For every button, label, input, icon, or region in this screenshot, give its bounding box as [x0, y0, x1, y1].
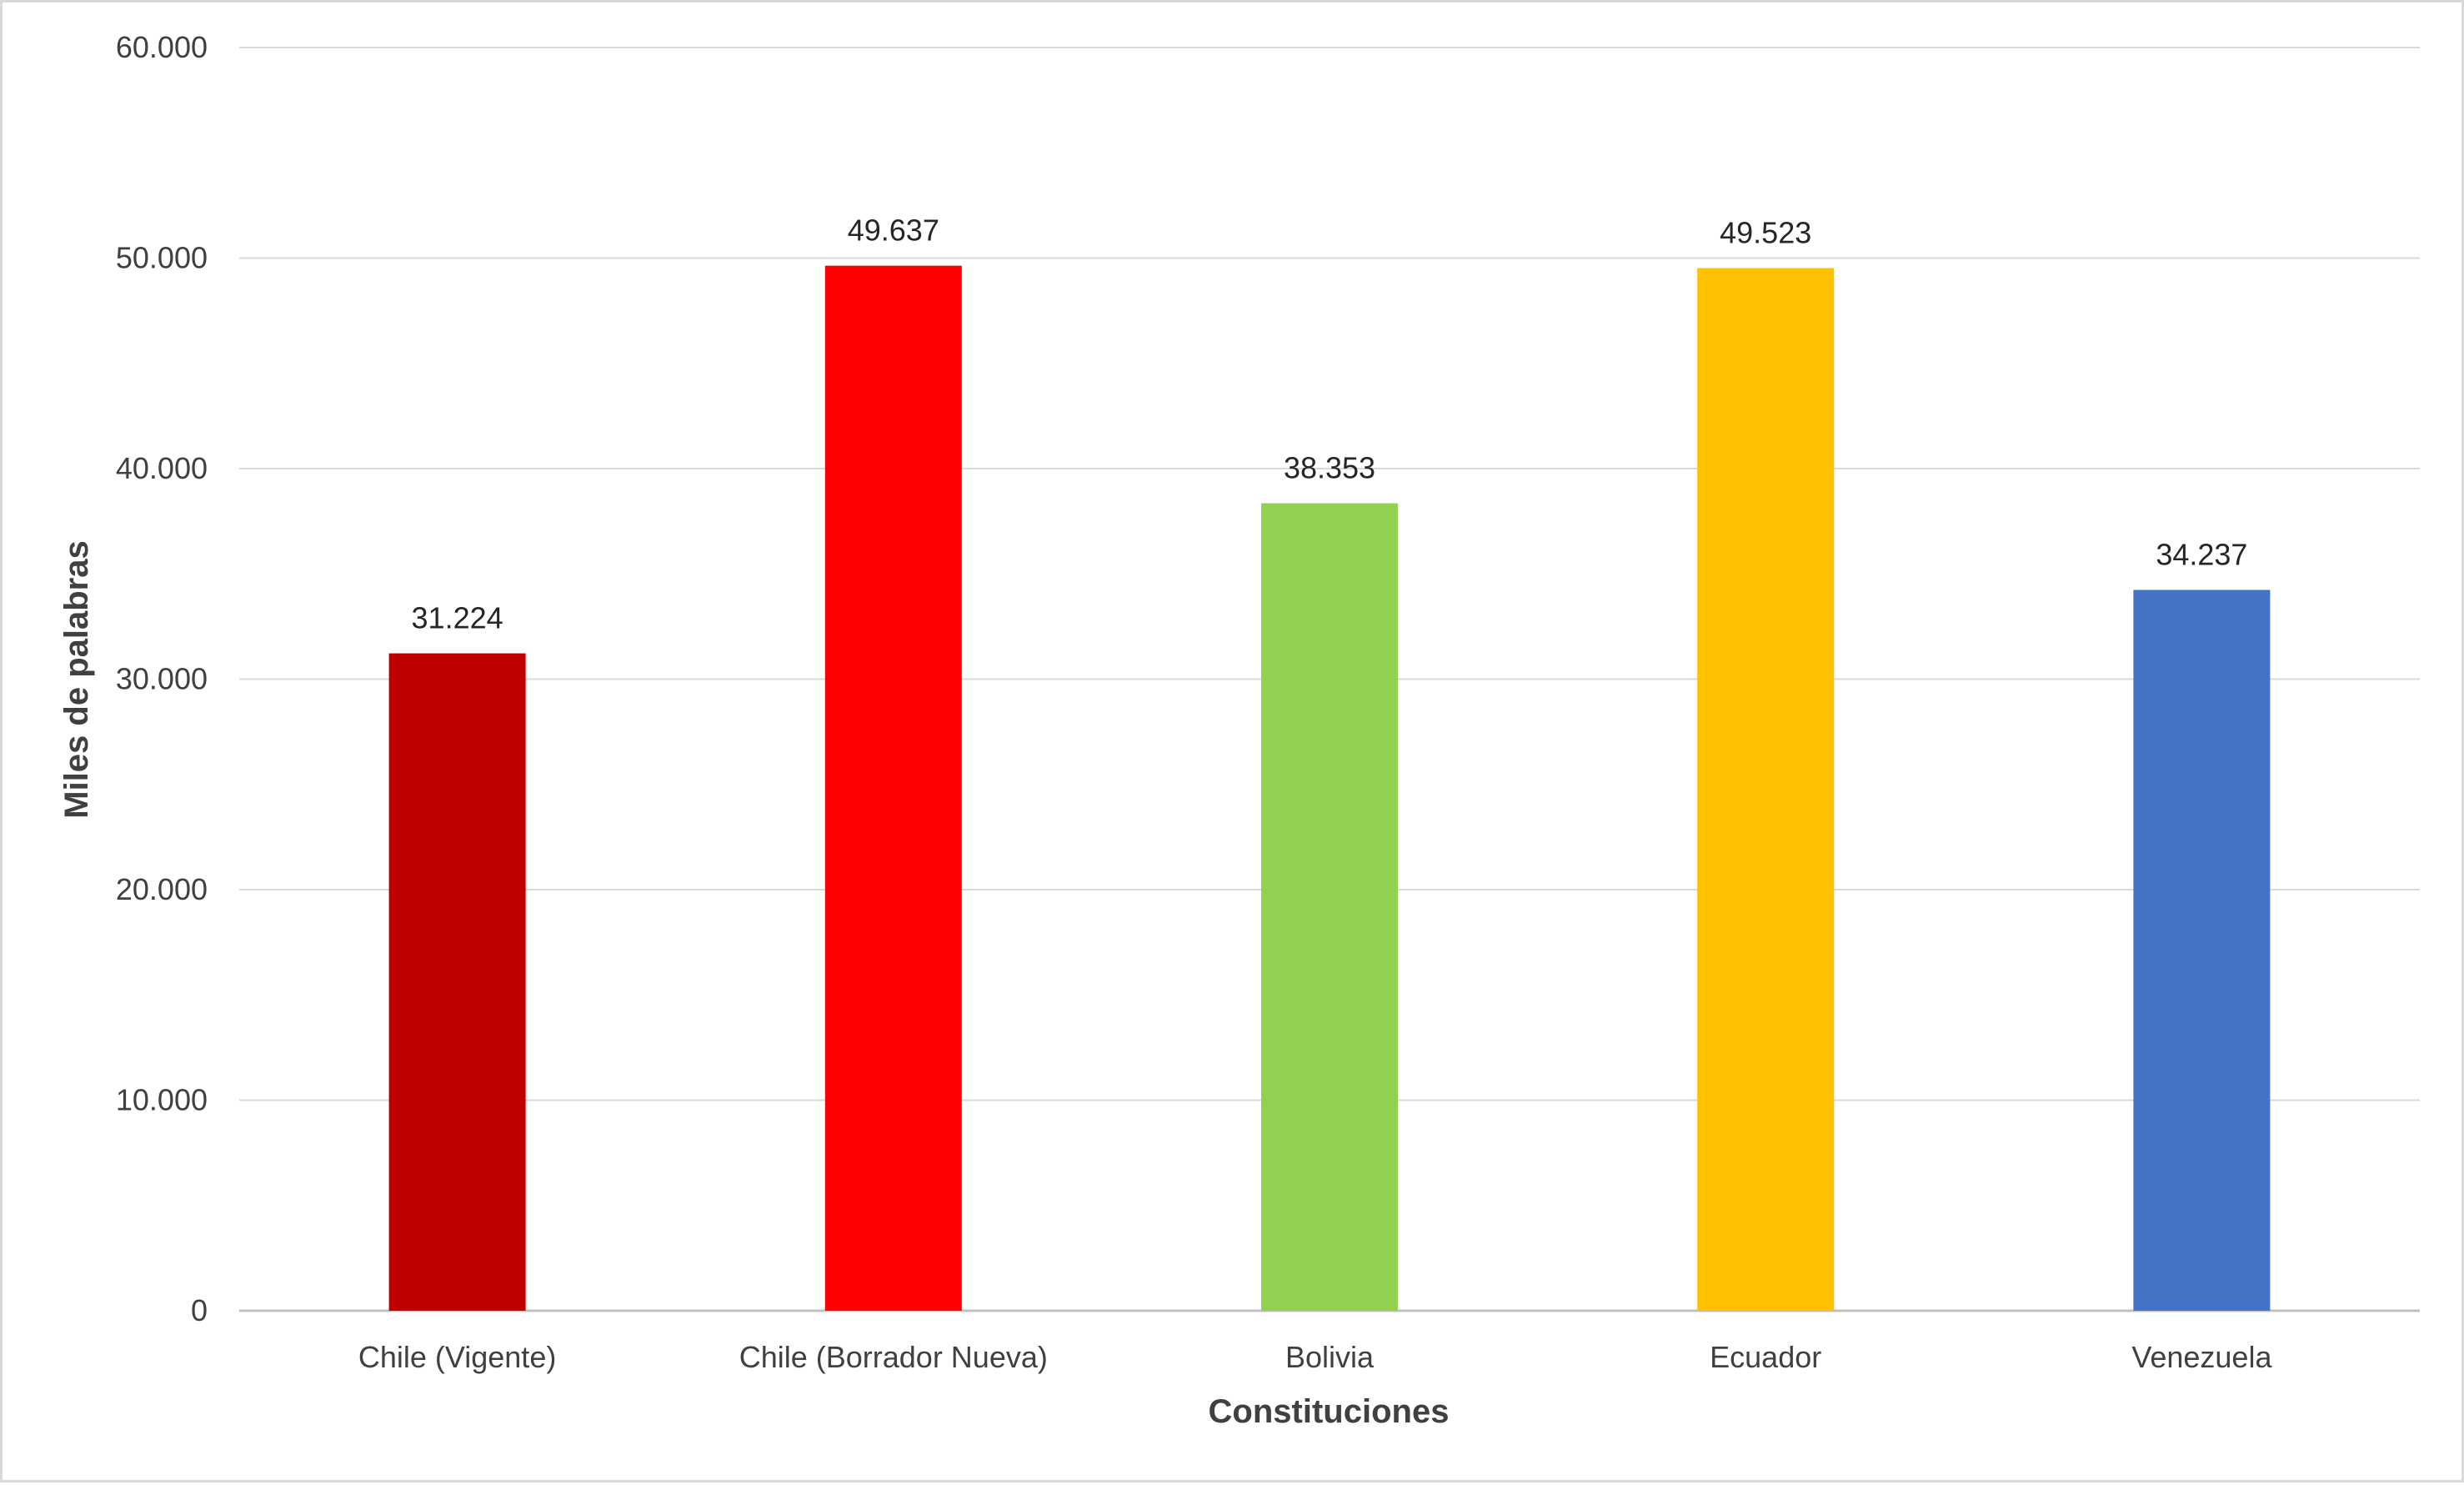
y-axis-title: Miles de palabras	[58, 540, 95, 818]
bar	[2133, 589, 2271, 1311]
bar	[824, 265, 962, 1311]
y-axis-ticks: 0 10.000 20.000 30.000 40.000 50.000 60.000	[116, 30, 208, 1327]
y-tick-label: 50.000	[116, 241, 208, 275]
y-tick-label: 0	[191, 1293, 208, 1327]
x-tick-label: Chile (Borrador Nueva)	[739, 1340, 1048, 1374]
x-tick-label: Chile (Vigente)	[358, 1340, 556, 1374]
y-tick-label: 40.000	[116, 451, 208, 485]
x-axis-ticks: Chile (Vigente) Chile (Borrador Nueva) Bol…	[358, 1340, 2273, 1374]
data-labels: 31.224 49.637 38.353 49.523 34.237	[412, 213, 2248, 635]
data-label: 38.353	[1284, 451, 1375, 485]
bar	[1261, 503, 1398, 1311]
data-label: 49.637	[848, 213, 939, 248]
data-label: 49.523	[1720, 216, 1811, 250]
x-tick-label: Venezuela	[2131, 1340, 2272, 1374]
gridlines	[239, 47, 2420, 1312]
bar	[1697, 268, 1835, 1312]
y-tick-label: 20.000	[116, 872, 208, 906]
bar	[388, 653, 526, 1311]
x-axis-title: Constituciones	[1209, 1393, 1450, 1430]
y-tick-label: 30.000	[116, 662, 208, 696]
x-tick-label: Bolivia	[1285, 1340, 1375, 1374]
x-tick-label: Ecuador	[1710, 1340, 1821, 1374]
bars	[388, 265, 2271, 1312]
y-tick-label: 10.000	[116, 1083, 208, 1117]
bar-chart: 0 10.000 20.000 30.000 40.000 50.000 60.000 31…	[58, 30, 2420, 1430]
y-tick-label: 60.000	[116, 30, 208, 64]
data-label: 34.237	[2156, 538, 2247, 572]
data-label: 31.224	[412, 601, 503, 635]
